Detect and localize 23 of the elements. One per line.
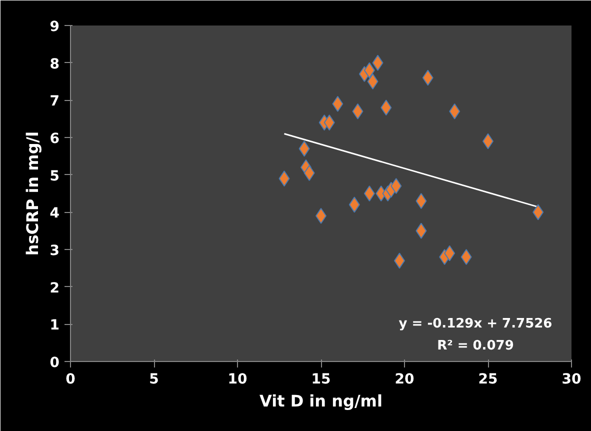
x-tick-label: 25 xyxy=(478,372,498,388)
y-tick-label: 4 xyxy=(50,206,60,222)
y-axis-title: hsCRP in mg/l xyxy=(22,131,42,256)
y-tick-label: 6 xyxy=(50,131,60,147)
point xyxy=(367,74,378,90)
x-tick-label: 30 xyxy=(562,372,582,388)
y-tick-label: 5 xyxy=(50,168,60,184)
y-tick-label: 8 xyxy=(50,56,60,72)
y-tick-label: 1 xyxy=(50,318,60,334)
point xyxy=(364,186,375,202)
x-tick-label: 20 xyxy=(394,372,414,388)
x-tick-label: 0 xyxy=(66,372,76,388)
x-axis-title: Vit D in ng/ml xyxy=(260,392,382,410)
y-tick-label: 9 xyxy=(50,19,60,35)
y-tick-label: 7 xyxy=(50,94,60,110)
annotation: y = -0.129x + 7.7526 xyxy=(398,316,552,332)
x-tick-label: 5 xyxy=(149,372,159,388)
y-tick-label: 0 xyxy=(50,355,60,371)
y-tick-label: 2 xyxy=(50,280,60,296)
x-tick-label: 10 xyxy=(228,372,248,388)
annotation: R² = 0.079 xyxy=(437,338,514,354)
x-tick-label: 15 xyxy=(311,372,331,388)
y-tick-label: 3 xyxy=(50,243,60,259)
